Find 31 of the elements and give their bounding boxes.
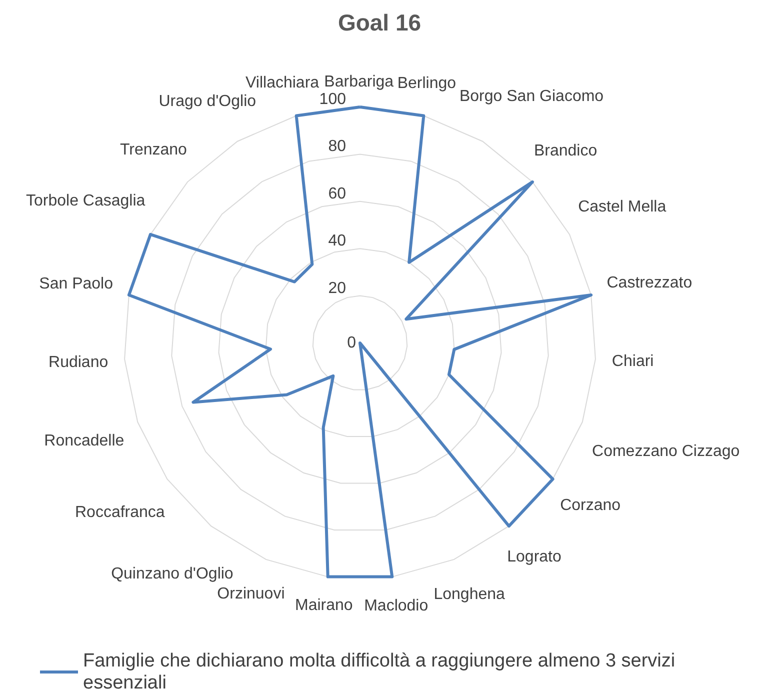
y-tick-label: 0 — [347, 334, 356, 352]
spoke-label: Chiari — [612, 353, 654, 370]
spoke-label: Comezzano Cizzago — [592, 443, 740, 460]
spoke-label: Roncadelle — [44, 432, 124, 450]
spoke-label: Orzinuovi — [217, 586, 285, 603]
spoke-label: Torbole Casaglia — [26, 192, 146, 210]
legend-label: Famiglie che dichiarano molta difficoltà a raggiungere almeno 3 servizi essenziali — [83, 650, 680, 694]
spoke-label: Corzano — [560, 497, 621, 514]
chart-title: Goal 16 — [338, 10, 422, 36]
spoke-label: Roccafranca — [74, 504, 165, 521]
spoke-label: Trenzano — [120, 142, 188, 159]
spoke-label: Lograto — [507, 548, 562, 566]
spoke-label: Mairano — [295, 596, 353, 614]
y-tick-label: 100 — [319, 91, 346, 108]
y-tick-label: 40 — [328, 232, 346, 250]
spoke-label: Borgo San Giacomo — [459, 88, 604, 105]
spoke-label: Maclodio — [364, 597, 428, 614]
spoke-label: Villachiara — [246, 74, 320, 92]
spoke-label: Castel Mella — [578, 198, 666, 216]
spoke-label: Quinzano d'Oglio — [111, 565, 234, 582]
y-tick-label: 20 — [328, 280, 346, 297]
spoke-label: Rudiano — [48, 354, 108, 371]
spoke-label: Urago d'Oglio — [158, 93, 256, 110]
spoke-label: Barbariga — [324, 73, 394, 90]
spoke-label: Berlingo — [397, 74, 456, 92]
spoke-label: Brandico — [534, 142, 598, 160]
spoke-label: San Paolo — [39, 276, 114, 293]
spoke-label: Castrezzato — [606, 274, 692, 292]
spoke-label: Longhena — [434, 586, 506, 604]
y-tick-label: 80 — [328, 138, 346, 156]
y-tick-label: 60 — [328, 185, 346, 202]
